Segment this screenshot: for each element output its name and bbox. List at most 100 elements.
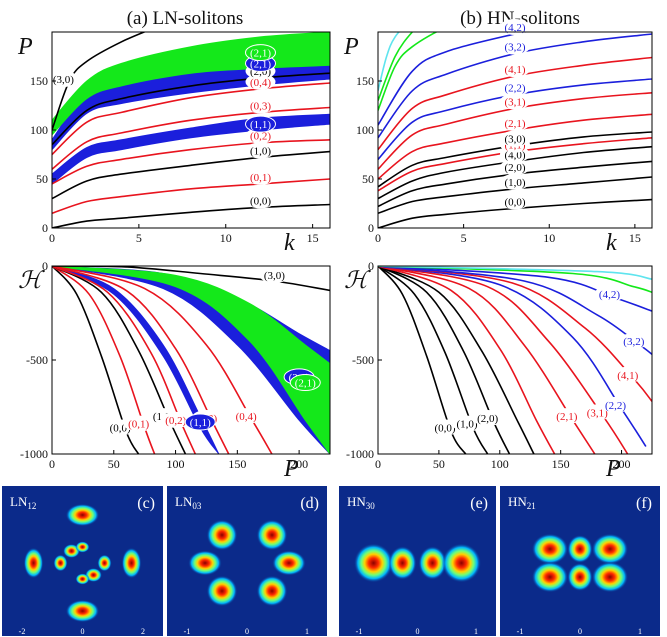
- inset-tag: (c): [137, 495, 155, 512]
- intensity-spot: [206, 575, 238, 607]
- intensity-spot: [441, 543, 482, 583]
- y-axis-label: P: [17, 34, 33, 60]
- band-blue-0: [52, 113, 330, 185]
- x-axis-label: P: [283, 456, 299, 482]
- curve-4: [378, 137, 652, 192]
- curve-label-2: (2,0): [500, 159, 530, 176]
- curve-2: [52, 150, 330, 200]
- svg-text:(4,2): (4,2): [504, 22, 525, 34]
- inset-tick: 0: [245, 627, 249, 636]
- x-tick-label: 10: [220, 231, 232, 245]
- svg-text:(3,0): (3,0): [264, 270, 285, 282]
- intensity-spot: [75, 541, 90, 553]
- svg-text:(1,0): (1,0): [456, 419, 477, 431]
- inset-e: HN30 (e)-1 0 1: [339, 486, 496, 636]
- svg-text:(2,1): (2,1): [250, 48, 271, 60]
- svg-text:(0,4): (0,4): [250, 77, 271, 89]
- svg-text:(0,1): (0,1): [250, 172, 271, 184]
- band-label-0: (1,1): [245, 115, 276, 133]
- curve-label-8: (4,1): [612, 366, 643, 383]
- x-tick-label: 0: [49, 457, 55, 471]
- y-tick-label: -500: [352, 353, 374, 367]
- curve-10: [378, 33, 652, 139]
- curve-5: [378, 266, 596, 454]
- svg-text:(3,2): (3,2): [623, 336, 644, 348]
- x-axis-label: k: [606, 230, 617, 256]
- curve-label-6: (2,1): [500, 115, 530, 131]
- curve-label-1: (0,1): [123, 415, 154, 432]
- curve-3: [378, 145, 652, 200]
- curve-7: [378, 266, 647, 447]
- x-axis-label: P: [605, 456, 621, 482]
- svg-text:(3,2): (3,2): [504, 42, 525, 54]
- intensity-spot: [188, 550, 222, 576]
- curve-label-3: (0,2): [245, 127, 276, 144]
- inset-tick: 1: [638, 627, 642, 636]
- svg-text:(0,0): (0,0): [250, 195, 271, 207]
- panel-a_bottom: (0,0)(0,1)(1,0)(0,2)(0,3)(0,4)(3,0)(1,1)…: [18, 259, 331, 482]
- y-tick-label: 100: [30, 123, 48, 137]
- curve-14: [378, 32, 400, 91]
- svg-text:(0,4): (0,4): [236, 411, 257, 423]
- curve-label-5: (0,4): [231, 408, 262, 425]
- curve-3: [52, 266, 197, 454]
- curve-0: [52, 266, 140, 454]
- curve-1: [52, 266, 156, 454]
- curve-12: [378, 266, 652, 280]
- curve-13: [378, 32, 414, 101]
- curve-label-3: (0,2): [160, 411, 191, 428]
- curve-label-10: (3,2): [500, 38, 530, 55]
- curve-label-9: (4,1): [500, 61, 530, 78]
- x-tick-label: 150: [228, 457, 246, 471]
- svg-text:(0,2): (0,2): [250, 131, 271, 143]
- inset-tick: -2: [19, 627, 26, 636]
- x-tick-label: 50: [108, 457, 120, 471]
- intensity-spot: [256, 575, 288, 607]
- intensity-spot: [97, 554, 112, 572]
- curve-3: [378, 266, 535, 454]
- svg-text:(2,2): (2,2): [504, 83, 525, 95]
- svg-text:(4,0): (4,0): [504, 149, 525, 161]
- curve-label-4: (0,3): [245, 97, 276, 114]
- inset-tick: 0: [81, 627, 85, 636]
- curve-label-1: (1,0): [500, 173, 530, 190]
- svg-text:(0,3): (0,3): [250, 100, 271, 112]
- curve-5: [52, 266, 273, 454]
- intensity-spot: [206, 519, 238, 551]
- inset-tick: 0: [578, 627, 582, 636]
- inset-tick: -1: [184, 627, 191, 636]
- y-tick-label: 0: [42, 221, 48, 235]
- intensity-spot: [567, 563, 593, 591]
- curve-label-7: (2,2): [600, 396, 631, 413]
- curve-4: [52, 266, 230, 454]
- intensity-spot: [256, 519, 288, 551]
- x-tick-label: 10: [543, 231, 555, 245]
- svg-text:(3,0): (3,0): [53, 74, 74, 86]
- curve-2: [378, 160, 652, 208]
- y-axis-label: ℋ: [18, 268, 45, 294]
- svg-text:(3,1): (3,1): [587, 407, 608, 419]
- intensity-spot: [65, 503, 100, 527]
- svg-text:(2,1): (2,1): [556, 411, 577, 423]
- y-tick-label: 150: [356, 74, 374, 88]
- band-label-0: (1,1): [184, 413, 216, 431]
- curve-label-2: (1,0): [245, 142, 276, 159]
- svg-text:(3,1): (3,1): [504, 96, 525, 108]
- intensity-spot: [531, 561, 569, 593]
- svg-text:(2,2): (2,2): [605, 400, 626, 412]
- curve-3: [52, 139, 330, 185]
- svg-text:(2,1): (2,1): [295, 378, 316, 390]
- curve-label-7: (3,1): [500, 93, 530, 110]
- curve-label-6: (3,0): [259, 267, 290, 284]
- curve-label-9: (3,2): [618, 332, 649, 349]
- curve-6: [378, 113, 652, 180]
- curve-2: [378, 266, 511, 454]
- curve-1: [378, 266, 489, 454]
- curve-4: [52, 106, 330, 170]
- intensity-spot: [23, 547, 44, 579]
- curve-9: [378, 266, 652, 356]
- y-tick-label: 50: [36, 172, 48, 186]
- curve-5: [378, 131, 652, 188]
- curve-0: [378, 266, 467, 454]
- panel-b_top: (0,0)(1,0)(2,0)(4,0)(1,1)(3,0)(2,1)(3,1)…: [343, 18, 653, 256]
